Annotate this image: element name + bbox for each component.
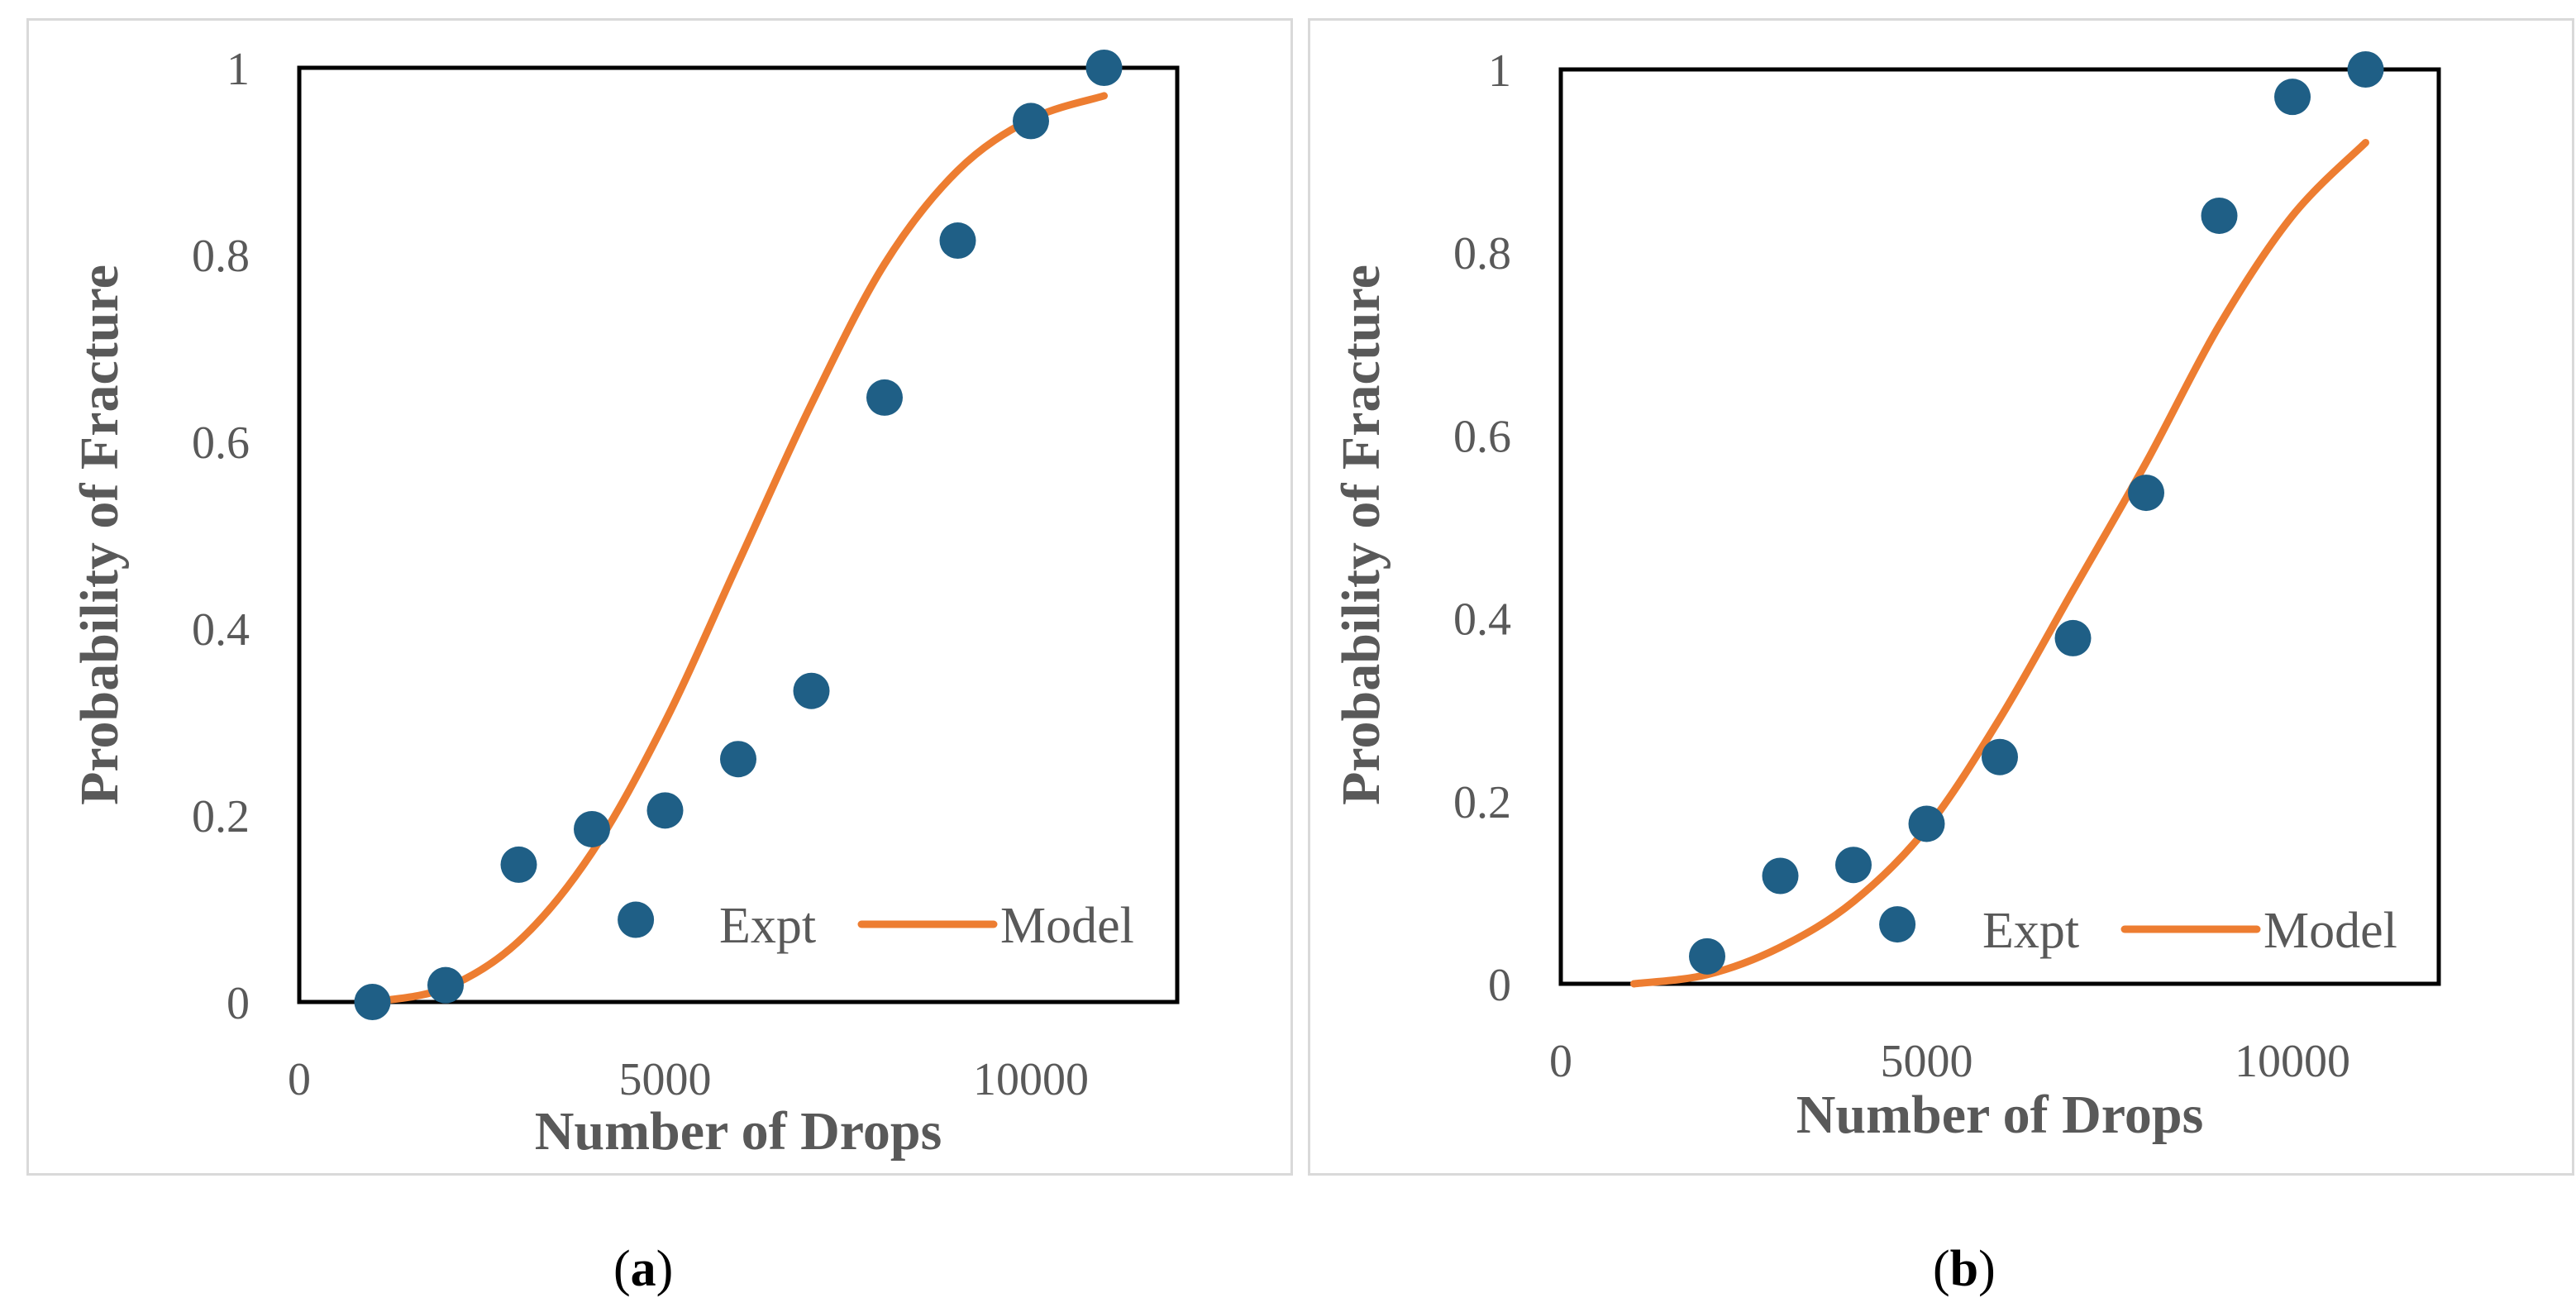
y-tick-label: 1 <box>1488 45 1511 97</box>
legend-b: Expt Model <box>1982 903 2397 959</box>
expt-point <box>1835 847 1872 884</box>
expt-point <box>2347 51 2384 88</box>
y-tick-label: 0.2 <box>192 791 250 842</box>
expt-point <box>1908 805 1945 842</box>
expt-point <box>720 741 756 778</box>
expt-point <box>354 984 391 1020</box>
legend-label-expt: Expt <box>1982 903 2079 959</box>
x-tick-label: 10000 <box>973 1054 1089 1105</box>
chart-a: 0 0.2 0.4 0.6 0.8 1 0 5000 10000 Number of Drops P… <box>69 44 1180 1162</box>
panel-label-b: (b) <box>1933 1241 1996 1297</box>
y-tick-label: 0.6 <box>192 417 250 469</box>
model-line-a <box>369 92 1108 1006</box>
x-tick-label: 5000 <box>1881 1036 1973 1087</box>
chart-panel-a-frame <box>26 18 1293 1176</box>
expt-point <box>1013 103 1049 140</box>
y-axis-title: Probability of Fracture <box>69 265 130 805</box>
legend-label-model: Model <box>2264 903 2397 959</box>
plot-area-border-a <box>297 65 1180 1004</box>
y-axis-title: Probability of Fracture <box>1331 265 1391 805</box>
legend-label-model: Model <box>1000 898 1134 954</box>
expt-point <box>500 846 537 883</box>
x-tick-label: 5000 <box>619 1054 712 1105</box>
y-tick-label: 0 <box>227 978 250 1029</box>
x-tick-label: 0 <box>288 1054 311 1105</box>
y-tick-label: 1 <box>227 44 250 95</box>
legend-a: Expt Model <box>719 898 1134 954</box>
chart-b: 0 0.2 0.4 0.6 0.8 1 0 5000 10000 Number of Drops P… <box>1331 45 2441 1145</box>
x-tick-label: 0 <box>1549 1036 1572 1087</box>
expt-point <box>866 379 903 416</box>
x-axis-title: Number of Drops <box>1796 1085 2204 1145</box>
expt-point <box>2128 475 2164 512</box>
expt-point <box>1762 857 1799 895</box>
model-line-b <box>1630 138 2369 988</box>
expt-point <box>2274 79 2311 116</box>
y-tick-label: 0.4 <box>1453 594 1511 646</box>
expt-point <box>939 222 976 260</box>
panel-label-b-letter: b <box>1949 1241 1979 1297</box>
panel-label-a-letter: a <box>630 1241 656 1297</box>
expt-point <box>2201 197 2238 234</box>
expt-point <box>2054 619 2092 656</box>
expt-point <box>1879 906 1916 943</box>
x-tick-label: 10000 <box>2235 1036 2350 1087</box>
y-tick-label: 0.4 <box>192 604 250 656</box>
y-tick-label: 0.8 <box>1453 228 1511 279</box>
x-axis-title: Number of Drops <box>535 1101 942 1162</box>
expt-point <box>1085 50 1123 86</box>
y-tick-label: 0.6 <box>1453 411 1511 462</box>
y-tick-label: 0 <box>1488 960 1511 1011</box>
y-tick-label: 0.2 <box>1453 777 1511 828</box>
expt-point <box>574 810 610 847</box>
plot-area-border-b <box>1558 67 2441 986</box>
panel-label-a: (a) <box>613 1241 674 1297</box>
expt-point <box>646 792 684 829</box>
expt-point <box>427 966 464 1004</box>
expt-point <box>1689 937 1725 975</box>
expt-point <box>618 901 655 938</box>
legend-label-expt: Expt <box>719 898 816 954</box>
expt-point <box>1982 738 2018 775</box>
expt-point <box>793 672 830 709</box>
y-tick-label: 0.8 <box>192 231 250 282</box>
